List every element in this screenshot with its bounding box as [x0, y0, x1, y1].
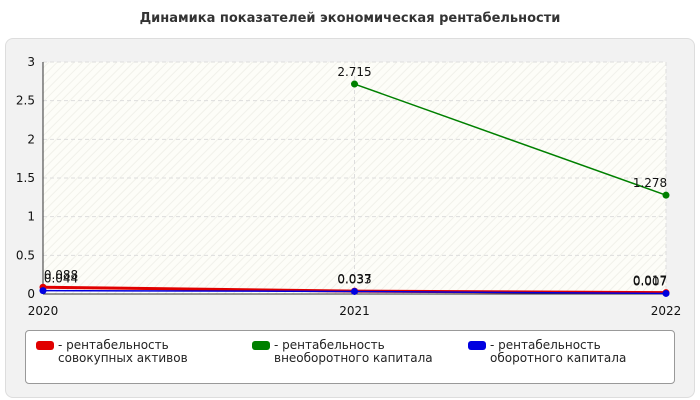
y-tick-label: 2.5	[16, 94, 35, 108]
data-label: 0.017	[633, 274, 667, 288]
point	[351, 80, 358, 88]
y-tick-label: 0.5	[16, 248, 35, 262]
point	[662, 191, 670, 199]
data-label: 0.033	[337, 272, 371, 286]
legend-swatch	[36, 341, 54, 350]
legend-item: - рентабельность оборотного капитала	[458, 331, 674, 383]
point	[662, 289, 670, 297]
x-tick-label: 2020	[28, 304, 59, 318]
x-tick-label: 2021	[339, 304, 370, 318]
x-tick-label: 2022	[651, 304, 682, 318]
data-label: 0.037	[337, 272, 371, 286]
legend-swatch	[468, 341, 486, 350]
legend-swatch	[252, 341, 270, 350]
data-label: 0.088	[44, 268, 78, 282]
legend-label: - рентабельность оборотного капитала	[490, 338, 627, 365]
y-tick-label: 2	[27, 132, 35, 146]
data-label: 0.007	[633, 274, 667, 288]
legend-label: - рентабельность совокупных активов	[58, 338, 188, 365]
data-label: 0.044	[44, 272, 78, 286]
legend-item: - рентабельность совокупных активов	[26, 331, 242, 383]
y-tick-label: 1.5	[16, 171, 35, 185]
series-line	[354, 83, 667, 196]
chart: 0 0.5 1 1.5 2 2.5 3 2020 2021 2022 0.088 0.037 0.017…	[16, 55, 682, 318]
y-tick-label: 1	[27, 210, 35, 224]
y-tick-label: 0	[27, 287, 35, 301]
point	[351, 287, 358, 295]
chart-title: Динамика показателей экономическая рента…	[139, 11, 561, 26]
legend-item: - рентабельность внеоборотного капитала	[242, 331, 458, 383]
y-tick-label: 3	[27, 55, 35, 69]
data-label: 1.278	[633, 176, 667, 190]
point	[39, 287, 47, 295]
legend: - рентабельность совокупных активов - рен…	[25, 330, 675, 384]
legend-label: - рентабельность внеоборотного капитала	[274, 338, 433, 365]
data-label: 2.715	[337, 65, 371, 79]
